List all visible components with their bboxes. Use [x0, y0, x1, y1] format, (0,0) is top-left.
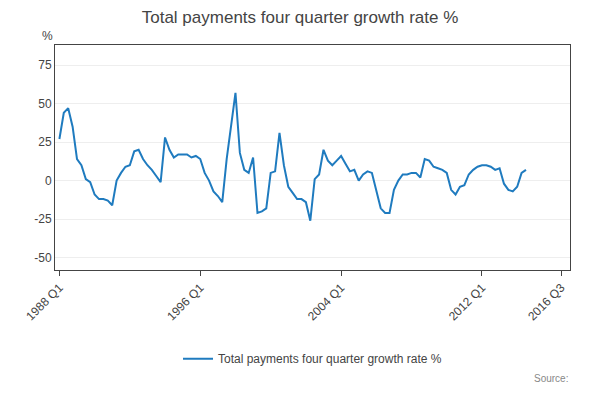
svg-text:2016 Q3: 2016 Q3 — [525, 281, 568, 324]
svg-text:25: 25 — [38, 135, 52, 149]
svg-text:50: 50 — [38, 97, 52, 111]
svg-text:75: 75 — [38, 58, 52, 72]
svg-text:1988 Q1: 1988 Q1 — [23, 281, 66, 324]
svg-text:Total payments four quarter gr: Total payments four quarter growth rate … — [142, 8, 459, 27]
svg-text:-50: -50 — [34, 251, 52, 265]
svg-text:0: 0 — [45, 174, 52, 188]
svg-text:2004 Q1: 2004 Q1 — [305, 281, 348, 324]
svg-text:1996 Q1: 1996 Q1 — [164, 281, 207, 324]
svg-text:Total payments four quarter gr: Total payments four quarter growth rate … — [218, 352, 442, 366]
svg-text:%: % — [42, 29, 53, 43]
svg-text:2012 Q1: 2012 Q1 — [446, 281, 489, 324]
svg-text:Source:: Source: — [534, 373, 568, 384]
svg-text:-25: -25 — [34, 212, 52, 226]
